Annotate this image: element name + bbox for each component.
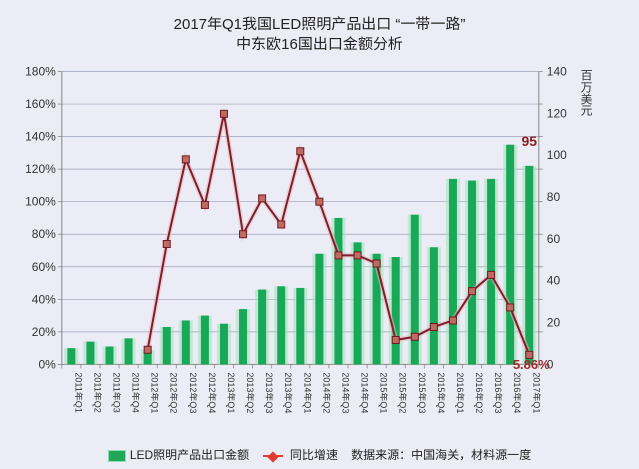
svg-text:2015年Q4: 2015年Q4	[436, 372, 446, 413]
svg-text:2013年Q3: 2013年Q3	[264, 372, 274, 413]
svg-text:120: 120	[547, 106, 567, 120]
svg-text:80%: 80%	[32, 227, 56, 241]
svg-text:2014年Q1: 2014年Q1	[302, 372, 312, 413]
svg-text:2016年Q2: 2016年Q2	[474, 372, 484, 413]
svg-text:100%: 100%	[25, 195, 56, 209]
svg-text:2011年Q2: 2011年Q2	[92, 372, 102, 412]
svg-text:140: 140	[547, 65, 567, 79]
svg-text:80: 80	[547, 190, 561, 204]
svg-text:2015年Q1: 2015年Q1	[379, 372, 389, 413]
svg-text:2016年Q3: 2016年Q3	[493, 372, 503, 413]
svg-text:120%: 120%	[25, 162, 56, 176]
svg-text:60: 60	[547, 232, 561, 246]
svg-text:160%: 160%	[25, 97, 56, 111]
svg-text:100: 100	[547, 148, 567, 162]
svg-text:180%: 180%	[25, 65, 56, 79]
svg-text:2015年Q3: 2015年Q3	[417, 372, 427, 413]
svg-text:2016年Q4: 2016年Q4	[512, 372, 522, 413]
svg-text:2016年Q1: 2016年Q1	[455, 372, 465, 413]
svg-text:2014年Q3: 2014年Q3	[340, 372, 350, 413]
svg-text:0%: 0%	[38, 357, 56, 371]
svg-text:2012年Q4: 2012年Q4	[207, 372, 217, 413]
svg-text:60%: 60%	[32, 260, 56, 274]
svg-text:2013年Q4: 2013年Q4	[283, 372, 293, 413]
svg-text:2017年Q1: 2017年Q1	[531, 372, 541, 413]
svg-text:95: 95	[521, 133, 537, 149]
svg-text:2011年Q4: 2011年Q4	[131, 372, 141, 412]
svg-text:2013年Q2: 2013年Q2	[245, 372, 255, 413]
svg-text:2015年Q2: 2015年Q2	[398, 372, 408, 413]
svg-text:2012年Q2: 2012年Q2	[169, 372, 179, 413]
svg-text:2014年Q2: 2014年Q2	[321, 372, 331, 413]
svg-text:20%: 20%	[32, 325, 56, 339]
svg-text:140%: 140%	[25, 130, 56, 144]
svg-text:2013年Q1: 2013年Q1	[226, 372, 236, 413]
svg-text:40%: 40%	[32, 292, 56, 306]
svg-text:2011年Q3: 2011年Q3	[112, 372, 122, 412]
svg-text:40: 40	[547, 274, 561, 288]
svg-text:2011年Q1: 2011年Q1	[73, 372, 83, 412]
svg-text:2012年Q3: 2012年Q3	[188, 372, 198, 413]
svg-text:2014年Q4: 2014年Q4	[360, 372, 370, 413]
svg-text:20: 20	[547, 316, 561, 330]
svg-text:2012年Q1: 2012年Q1	[150, 372, 160, 413]
svg-text:5.86%: 5.86%	[513, 357, 550, 372]
svg-text:0: 0	[547, 357, 554, 371]
